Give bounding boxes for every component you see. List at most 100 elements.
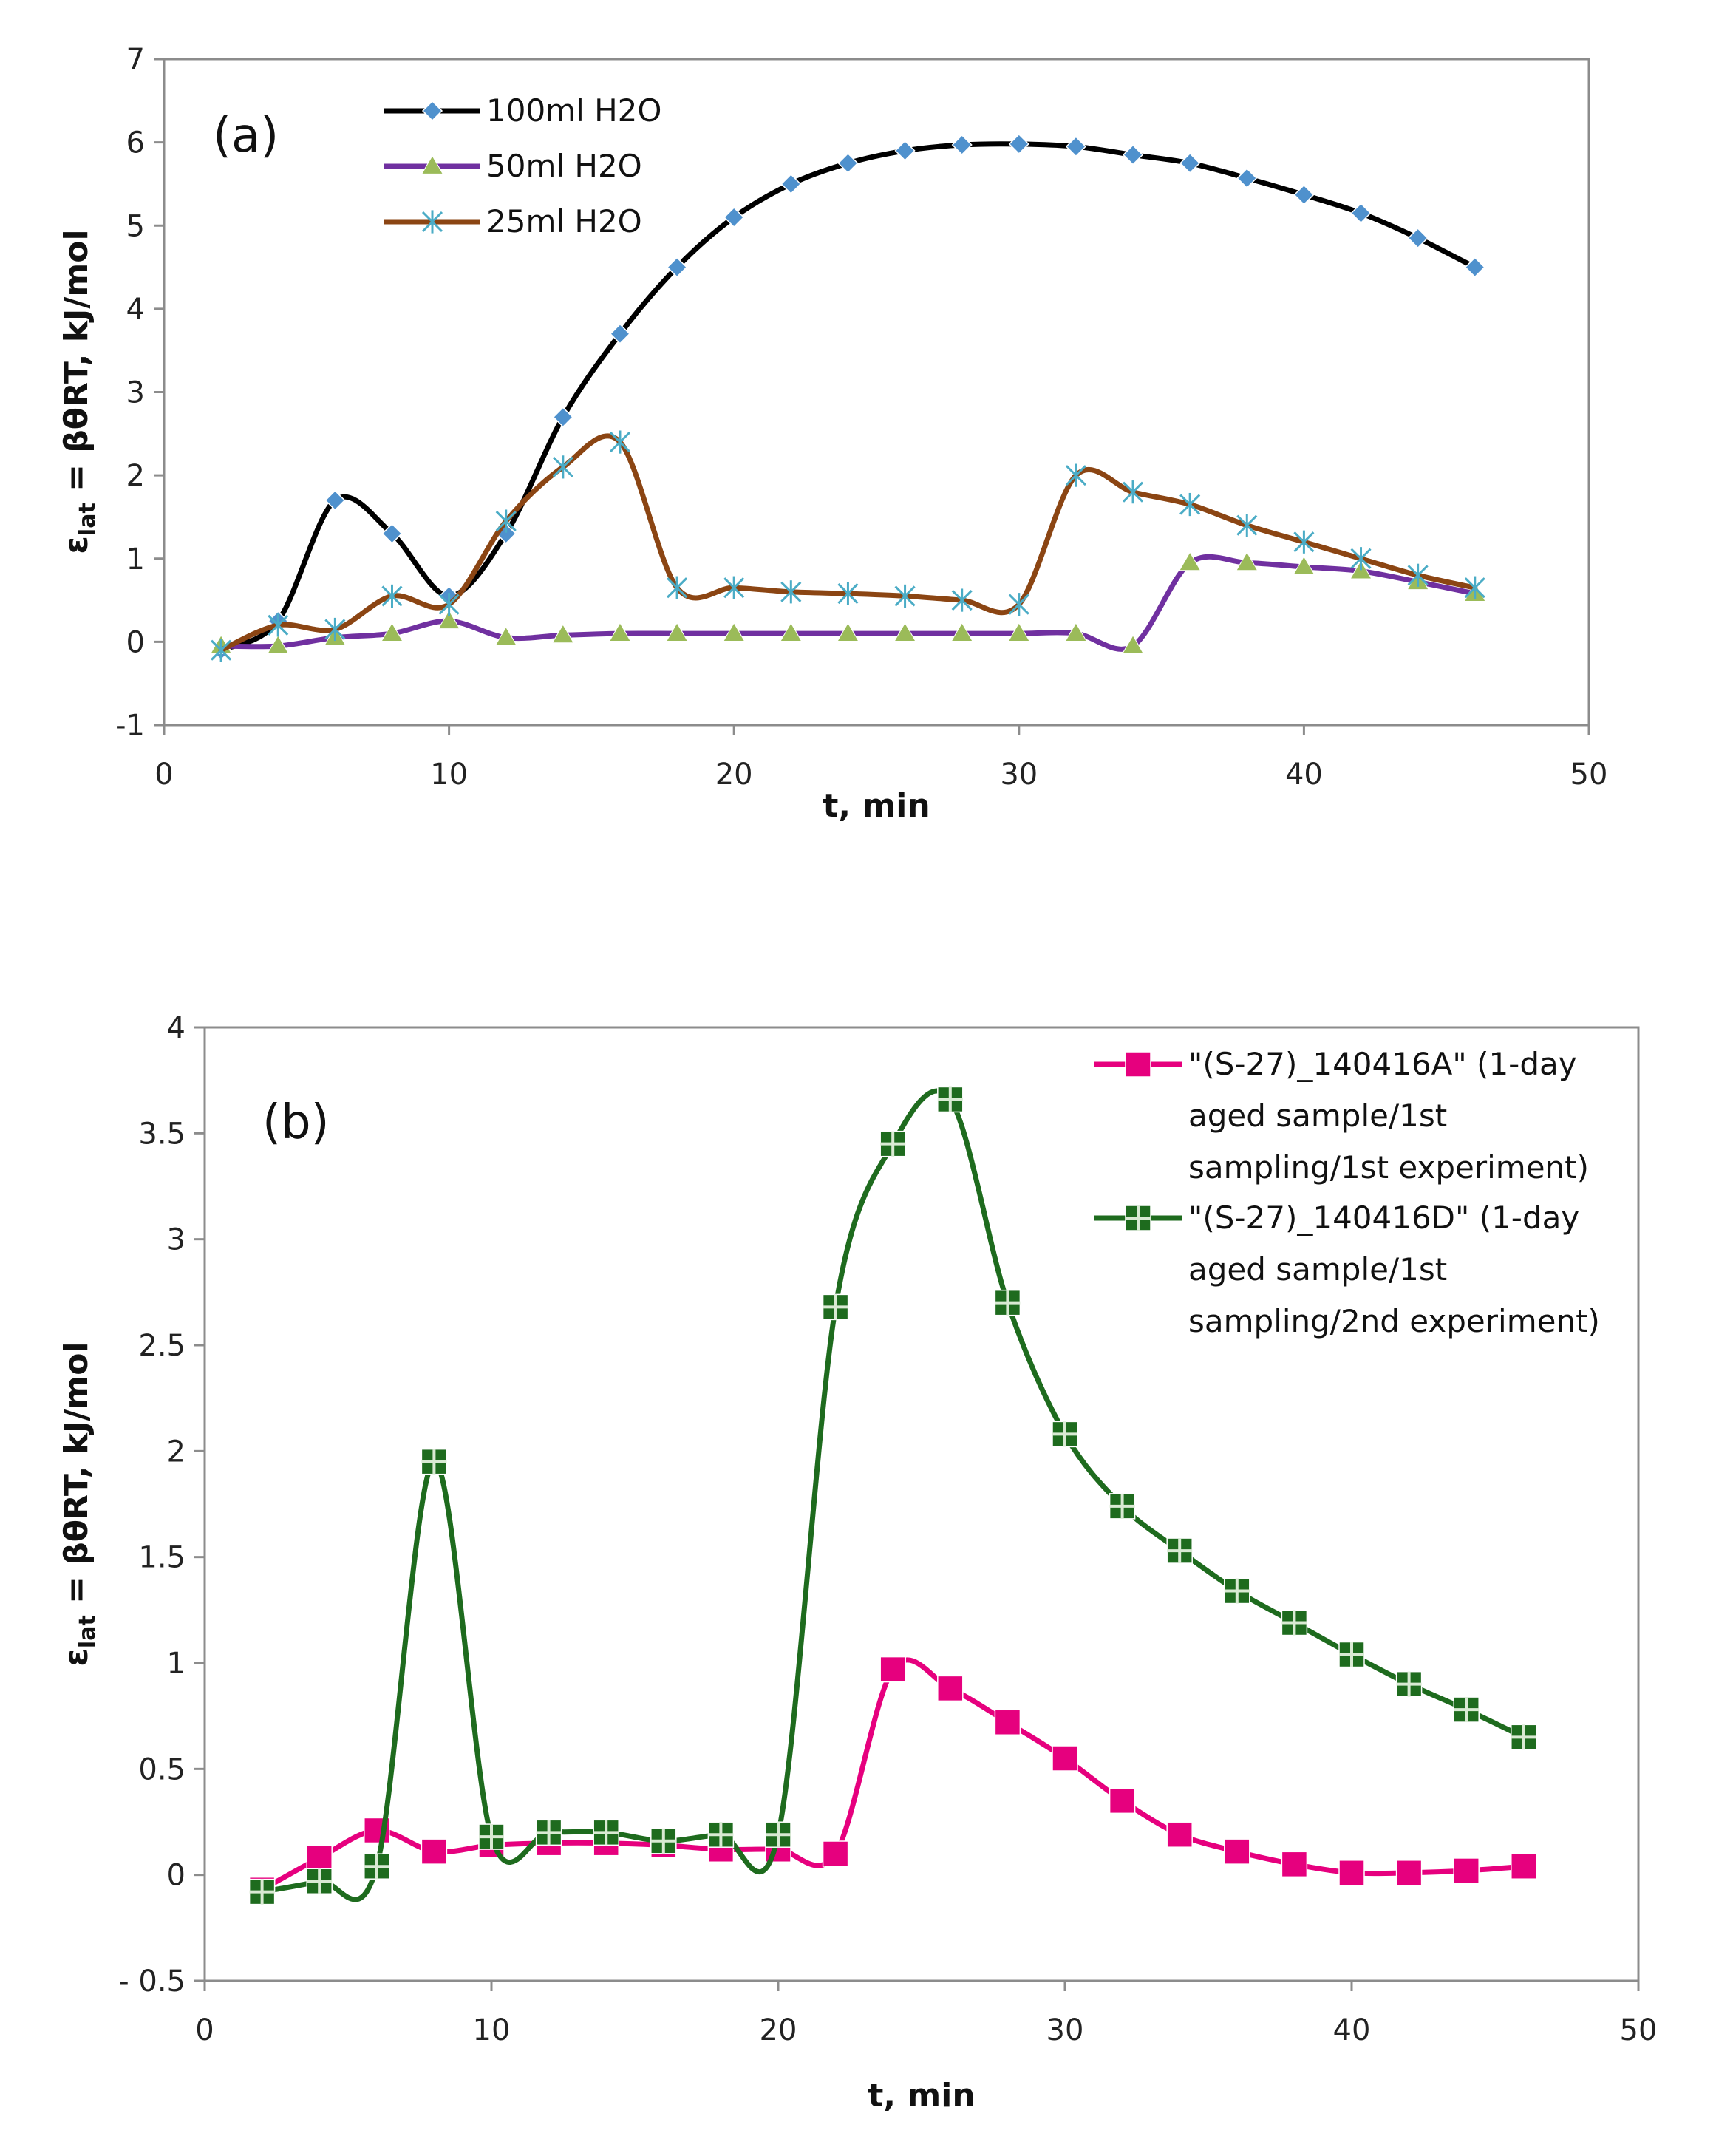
data-point [1293,184,1315,205]
x-tick-label: 50 [1570,758,1608,792]
data-point [1122,480,1144,504]
data-point [381,622,404,642]
data-point [324,489,346,511]
y-tick-labels: -1 0 1 2 3 4 5 6 7 [115,43,164,743]
data-point [1350,547,1372,571]
data-point [593,1819,619,1846]
data-point [879,1656,906,1683]
y-tick-label: - 0.5 [118,1965,185,1999]
y-axis-symbol: ε [58,536,95,554]
data-point [551,624,575,644]
data-point [707,1821,735,1848]
data-point [1511,1853,1537,1880]
legend-item: 25ml H2O [384,203,642,239]
data-point [1109,1493,1136,1520]
data-point [211,639,232,662]
data-point [1281,1851,1308,1878]
data-point [1293,530,1315,554]
legend-marker [421,210,443,234]
data-point [478,1823,505,1850]
data-point [837,622,859,642]
series-2 [209,551,1486,654]
legend-label: 50ml H2O [486,148,642,184]
y-tick-labels: - 0.5 0 0.5 1 1.5 2 2.5 3 3.5 4 [118,1011,205,1999]
y-tick-label: 2 [167,1435,185,1469]
data-point [665,622,689,642]
y-tick-label: 0 [126,625,145,659]
x-tick-label: 10 [473,2013,511,2047]
y-axis-title-rest: = βθRT, kJ/mol [58,1341,95,1615]
data-point [268,613,289,637]
series-line [218,433,1478,653]
data-point [879,1130,906,1157]
y-axis-title: εlat = βθRT, kJ/mol [58,229,101,554]
data-point [306,1844,333,1871]
panel-label: (a) [213,109,279,163]
plot-area-frame [163,58,1590,727]
data-point [894,584,916,608]
y-tick-label: 2.5 [138,1329,185,1363]
data-point [780,622,803,642]
data-point [893,622,916,642]
data-point [535,1819,562,1846]
legend: 100ml H2O 50ml H2O 25ml H2O [384,92,661,239]
x-tick-label: 0 [154,758,173,792]
data-point [1178,551,1202,571]
legend-label: 25ml H2O [486,203,642,239]
data-point [421,1838,448,1865]
data-point [723,622,746,642]
y-tick-label: 1.5 [138,1541,185,1575]
x-tick-label: 30 [1000,758,1038,792]
x-tick-label: 10 [430,758,468,792]
series-layer [209,133,1486,662]
y-tick-label: -1 [115,709,145,743]
x-tick-label: 0 [195,2013,214,2047]
data-point [1166,1821,1193,1848]
data-point [306,1868,333,1895]
legend-marker [421,154,444,174]
data-point [780,580,802,604]
y-tick-label: 1 [126,543,145,577]
data-point [994,1289,1021,1316]
data-point [381,523,403,545]
data-point [381,584,403,608]
data-point [667,576,688,599]
y-tick-label: 3 [126,376,145,410]
legend-label-line: sampling/1st experiment) [1188,1149,1589,1186]
data-point [364,1853,390,1880]
data-point [937,1086,964,1113]
data-point [1464,256,1485,278]
legend-marker [1125,1051,1151,1078]
x-tick-label: 30 [1046,2013,1084,2047]
data-point [937,1675,964,1702]
data-point [1453,1857,1480,1884]
data-point [1338,1860,1365,1886]
data-point [1338,1641,1365,1668]
series-2 [248,1086,1537,1905]
data-point [765,1821,791,1848]
y-tick-label: 1 [167,1647,185,1681]
x-tick-label: 20 [760,2013,797,2047]
x-tick-labels: 0 10 20 30 40 50 [154,725,1607,792]
chart-panel-b: (b) - 0.5 0 0.5 1 1.5 2 2.5 3 3.5 4 0 10 20 30 40 50 t… [58,1011,1657,2115]
y-axis-symbol: ε [58,1648,95,1667]
data-point [1008,593,1029,616]
y-tick-label: 2 [126,459,145,493]
series-line [259,1657,1527,1893]
data-point [1007,622,1030,642]
data-point [1109,1787,1136,1815]
x-tick-label: 20 [715,758,753,792]
data-point [951,588,973,612]
y-tick-label: 5 [126,209,145,243]
series-1 [248,1656,1537,1903]
y-tick-label: 4 [167,1011,185,1045]
data-point [1293,555,1315,575]
data-point [723,576,745,599]
legend-marker [421,100,443,122]
legend-label-line: sampling/2nd experiment) [1188,1303,1600,1339]
x-axis-title: t, min [868,2077,975,2115]
data-point [1122,144,1144,166]
legend-marker [1125,1205,1151,1231]
data-point [609,430,631,454]
